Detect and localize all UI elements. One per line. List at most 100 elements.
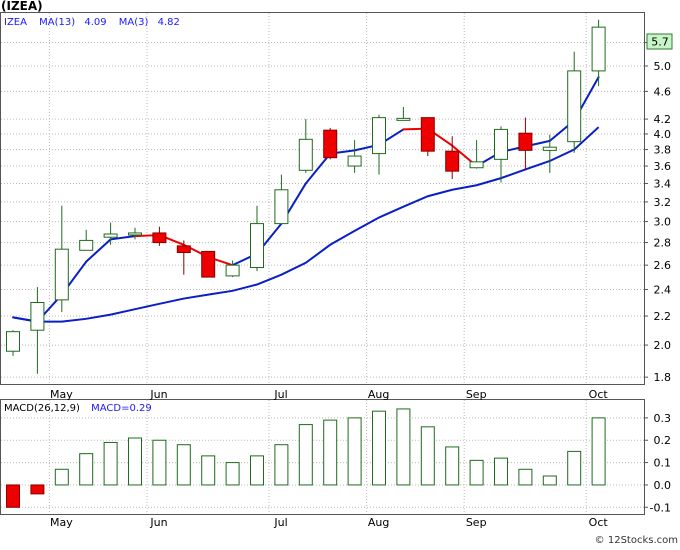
candle-body [152, 232, 167, 244]
candle-body [274, 189, 289, 225]
candle [79, 229, 94, 251]
candle-body [79, 239, 94, 251]
macd-bar [420, 426, 435, 486]
candle [6, 330, 20, 356]
price-panel [0, 12, 645, 385]
candle-body [6, 331, 20, 352]
candle-body [103, 233, 118, 238]
candle-body [201, 250, 216, 278]
macd-bar [225, 462, 240, 486]
candle [103, 222, 118, 245]
macd-legend: MACD(26,12,9) MACD=0.29 [4, 403, 152, 414]
macd-bar [372, 410, 386, 486]
macd-bar [274, 444, 289, 486]
candle-body [567, 70, 582, 143]
macd-bar [79, 453, 94, 486]
candle-body [176, 245, 191, 254]
candle [30, 287, 45, 374]
candle [469, 140, 484, 169]
price-tick-label: 4.0 [654, 128, 672, 141]
price-tick-label: 4.2 [654, 113, 672, 126]
macd-bar [323, 419, 338, 486]
candle-body [347, 155, 362, 167]
month-label-price: Aug [368, 388, 389, 401]
candle [420, 117, 435, 157]
macd-bar [30, 484, 45, 495]
last-price-value: 5.7 [651, 36, 669, 49]
last-price-badge [646, 33, 673, 50]
month-label-macd: Sep [466, 516, 487, 529]
price-tick-label: 2.8 [654, 237, 672, 250]
price-tick-label: 5.0 [654, 60, 672, 73]
candle-body [396, 117, 411, 121]
macd-bar [103, 441, 118, 486]
legend-ma3-label: MA(3) [119, 17, 149, 28]
macd-bar [54, 468, 69, 486]
macd-tick-label: 0.2 [654, 434, 672, 447]
macd-legend-value: MACD=0.29 [91, 403, 152, 414]
month-label-price: Jun [149, 388, 167, 401]
price-tick-label: 3.2 [654, 196, 672, 209]
candlestick-layer [6, 19, 606, 374]
candle [201, 250, 216, 278]
price-tick-label: 2.6 [654, 259, 672, 272]
candle-body [298, 138, 313, 171]
month-label-price: Sep [466, 388, 487, 401]
candle-body [494, 128, 508, 160]
macd-bar [201, 455, 216, 486]
month-label-macd: Aug [368, 516, 389, 529]
candle [152, 226, 167, 246]
price-tick-label: 3.8 [654, 144, 672, 157]
candle [347, 140, 362, 173]
candle [591, 19, 606, 87]
footer-credit: © 12Stocks.com [595, 535, 678, 546]
candle [225, 260, 240, 278]
macd-bar [591, 417, 606, 486]
candle-body [469, 161, 484, 169]
price-tick-label: 3.0 [654, 216, 672, 229]
macd-bar [128, 437, 142, 486]
candle [396, 107, 411, 121]
candle [518, 117, 533, 171]
candle-body [250, 223, 264, 269]
candle [445, 136, 460, 180]
macd-bar [494, 457, 508, 486]
macd-bar [518, 468, 533, 486]
price-tick-label: 3.4 [654, 177, 672, 190]
macd-bar [176, 444, 191, 486]
candle [323, 127, 338, 160]
ma3-segment [109, 235, 136, 241]
chart-title: (IZEA) [1, 0, 43, 13]
candle-body [323, 129, 338, 159]
month-label-macd: May [50, 516, 73, 529]
legend-ma13-value: 4.09 [84, 17, 106, 28]
macd-bar [152, 439, 167, 486]
macd-tick-label: 0.0 [654, 479, 672, 492]
month-label-price: Jul [273, 388, 287, 401]
macd-bar [445, 446, 460, 486]
macd-tick-label: 0.3 [654, 412, 672, 425]
macd-bar [298, 424, 313, 486]
macd-bar [6, 484, 20, 508]
candle-body [518, 132, 533, 151]
legend-symbol: IZEA [4, 17, 27, 28]
candle [542, 134, 557, 173]
candle-body [30, 301, 45, 331]
price-tick-label: 1.8 [654, 371, 672, 384]
candle-body [542, 146, 557, 151]
candle [250, 205, 264, 272]
axis-tick-layer: 1.8 2.0 2.2 2.4 2.6 2.8 3.0 3.2 3.4 3.6 3.8 4.0 4.2 4… [50, 37, 671, 529]
macd-bar [469, 459, 484, 486]
candle [372, 114, 386, 175]
candle-body [54, 248, 69, 301]
macd-legend-label: MACD(26,12,9) [4, 403, 80, 414]
candle [494, 126, 508, 183]
price-tick-label: 2.4 [654, 284, 672, 297]
price-tick-label: 4.6 [654, 85, 672, 98]
candle [176, 240, 191, 275]
macd-bar [542, 475, 557, 486]
macd-panel [0, 399, 645, 515]
price-legend: IZEA MA(13) 4.09 MA(3) 4.82 [4, 17, 180, 28]
candle-body [225, 264, 240, 277]
